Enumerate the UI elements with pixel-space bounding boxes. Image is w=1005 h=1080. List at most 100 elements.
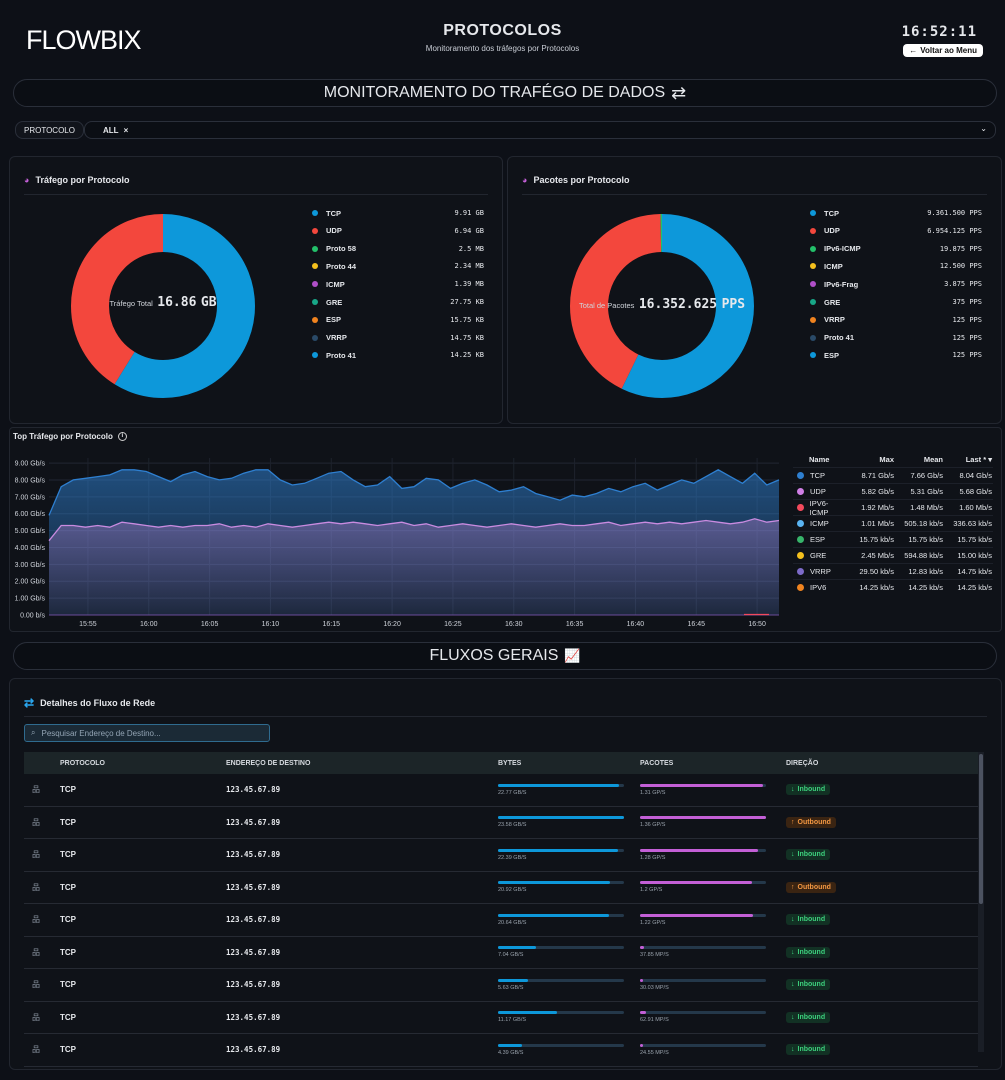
legend-table-row[interactable]: TCP 8.71 Gb/s 7.66 Gb/s 8.04 Gb/s xyxy=(793,467,993,483)
header-bytes[interactable]: BYTES xyxy=(498,759,522,767)
protocol-filter-label: PROTOCOLO xyxy=(15,121,84,139)
legend-name: ESP xyxy=(326,315,342,325)
legend-color-dot xyxy=(312,263,318,270)
donut-slice-udp[interactable] xyxy=(570,214,754,398)
col-name-header[interactable]: Name xyxy=(809,455,830,464)
bytes-rate-label: 4.39 GB/S xyxy=(498,1049,524,1056)
header-destination[interactable]: ENDEREÇO DE DESTINO xyxy=(226,759,311,767)
legend-table-row[interactable]: ESP 15.75 kb/s 15.75 kb/s 15.75 kb/s xyxy=(793,531,993,547)
series-max-cell: 1.01 Mb/s xyxy=(861,519,894,528)
legend-table-row[interactable]: IPV6 14.25 kb/s 14.25 kb/s 14.25 kb/s xyxy=(793,579,993,595)
x-tick-label: 16:35 xyxy=(566,621,584,628)
protocol-filter-select[interactable]: ALL × ⌄ xyxy=(84,121,996,139)
series-mean-cell: 14.25 kb/s xyxy=(908,583,943,592)
table-row[interactable]: 品 TCP 123.45.67.89 22.77 GB/S 1.31 GP/S ↓ Inbo… xyxy=(24,774,978,807)
network-icon: 品 xyxy=(32,980,40,990)
legend-item[interactable]: GRE 27.75 KB xyxy=(312,296,484,308)
legend-item[interactable]: UDP 6.94 GB xyxy=(312,225,484,237)
search-placeholder: Pesquisar Endereço de Destino... xyxy=(41,728,161,738)
table-row[interactable]: 品 TCP 123.45.67.89 4.39 GB/S 24.55 MP/S ↓ Inbo… xyxy=(24,1034,978,1067)
series-color-dot xyxy=(797,584,804,591)
series-name: TCP xyxy=(810,471,825,480)
bytes-progress-fill xyxy=(498,1043,522,1047)
monitor-section-title: MONITORAMENTO DO TRAFÉGO DE DADOS xyxy=(323,84,666,101)
scrollbar-thumb[interactable] xyxy=(979,754,983,904)
series-last-cell: 8.04 Gb/s xyxy=(959,471,992,480)
legend-item[interactable]: IPv6-Frag 3.875 PPS xyxy=(810,278,982,290)
series-line-tcp[interactable] xyxy=(48,469,780,516)
back-to-menu-button[interactable]: ← Voltar ao Menu xyxy=(903,44,983,57)
page-subtitle: Monitoramento dos tráfegos por Protocolo… xyxy=(425,44,580,53)
network-icon: 品 xyxy=(32,1012,40,1022)
series-name-cell: IPV6 xyxy=(793,583,845,592)
legend-name: VRRP xyxy=(326,333,347,343)
network-icon: 品 xyxy=(32,1045,40,1055)
legend-item[interactable]: TCP 9.361.500 PPS xyxy=(810,207,982,219)
legend-item[interactable]: VRRP 14.75 KB xyxy=(312,332,484,344)
packets-progress-bar xyxy=(640,1043,766,1047)
legend-table-row[interactable]: GRE 2.45 Mb/s 594.88 kb/s 15.00 kb/s xyxy=(793,547,993,563)
legend-item[interactable]: TCP 9.91 GB xyxy=(312,207,484,219)
outbound-badge: ↑ Outbound xyxy=(786,881,836,893)
table-row[interactable]: 品 TCP 123.45.67.89 22.39 GB/S 1.28 GP/S ↓ Inbo… xyxy=(24,839,978,872)
header-direction[interactable]: DIREÇÃO xyxy=(786,759,819,767)
bytes-progress-fill xyxy=(498,848,618,852)
series-name-cell: TCP xyxy=(793,471,845,480)
flows-section-title: FLUXOS GERAIS xyxy=(429,647,559,664)
legend-table-row[interactable]: IPV6-ICMP 1.92 Mb/s 1.48 Mb/s 1.60 Mb/s xyxy=(793,499,993,517)
series-mean-cell: 5.31 Gb/s xyxy=(910,487,943,496)
destination-search-input[interactable]: ⌕ Pesquisar Endereço de Destino... xyxy=(24,724,270,742)
bytes-cell: 23.58 GB/S xyxy=(498,816,640,828)
col-last-header[interactable]: Last * ▾ xyxy=(943,455,992,464)
donut-slice-udp[interactable] xyxy=(71,214,255,398)
legend-item[interactable]: IPv6-ICMP 19.875 PPS xyxy=(810,243,982,255)
legend-item[interactable]: ESP 15.75 KB xyxy=(312,314,484,326)
legend-table-row[interactable]: VRRP 29.50 kb/s 12.83 kb/s 14.75 kb/s xyxy=(793,563,993,579)
y-tick-label: 1.00 Gb/s xyxy=(15,596,46,603)
bytes-progress-bar xyxy=(498,816,624,820)
chip-remove-icon[interactable]: × xyxy=(123,125,129,135)
info-icon[interactable]: i xyxy=(117,432,127,441)
arrow-down-icon: ↓ xyxy=(791,981,795,989)
chevron-down-icon[interactable]: ⌄ xyxy=(980,124,987,133)
flows-table: PROTOCOLO ENDEREÇO DE DESTINO BYTES PACO… xyxy=(24,752,978,1067)
legend-item[interactable]: Proto 44 2.34 MB xyxy=(312,260,484,272)
header-protocol[interactable]: PROTOCOLO xyxy=(60,759,105,767)
table-row[interactable]: 品 TCP 123.45.67.89 11.17 GB/S 62.91 MP/S ↓ Inb… xyxy=(24,1002,978,1034)
series-name: ICMP xyxy=(810,519,829,528)
packets-progress-fill xyxy=(640,978,643,982)
legend-table-row[interactable]: UDP 5.82 Gb/s 5.31 Gb/s 5.68 Gb/s xyxy=(793,483,993,499)
donut-slice-ipv6-icmp[interactable] xyxy=(570,214,754,398)
legend-value: 14.75 KB xyxy=(450,333,484,342)
series-name: UDP xyxy=(810,487,826,496)
bytes-progress-fill xyxy=(498,913,609,917)
bytes-progress-fill xyxy=(498,1011,558,1015)
arrow-left-icon: ← xyxy=(909,46,918,55)
col-mean-header[interactable]: Mean xyxy=(923,455,943,464)
legend-item[interactable]: Proto 41 14.25 KB xyxy=(312,349,484,361)
arrow-down-icon: ↓ xyxy=(791,1046,795,1054)
legend-table-row[interactable]: ICMP 1.01 Mb/s 505.18 kb/s 336.63 kb/s xyxy=(793,515,993,531)
packets-progress-bar xyxy=(640,1011,766,1015)
series-line-udp[interactable] xyxy=(48,518,780,542)
legend-item[interactable]: UDP 6.954.125 PPS xyxy=(810,225,982,237)
legend-item[interactable]: ICMP 12.500 PPS xyxy=(810,260,982,272)
table-scrollbar[interactable] xyxy=(978,752,984,1052)
table-row[interactable]: 品 TCP 123.45.67.89 7.04 GB/S 37.85 MP/S ↓ Inbo… xyxy=(24,937,978,969)
legend-item[interactable]: Proto 41 125 PPS xyxy=(810,332,982,344)
legend-item[interactable]: ESP 125 PPS xyxy=(810,349,982,361)
series-max-cell: 5.82 Gb/s xyxy=(861,487,894,496)
legend-item[interactable]: Proto 58 2.5 MB xyxy=(312,243,484,255)
table-row[interactable]: 品 TCP 123.45.67.89 5.63 GB/S 30.03 MP/S ↓ Inbo… xyxy=(24,969,978,1002)
legend-item[interactable]: GRE 375 PPS xyxy=(810,296,982,308)
table-row[interactable]: 品 TCP 123.45.67.89 23.58 GB/S 1.36 GP/S ↑ Outb… xyxy=(24,807,978,839)
legend-item[interactable]: VRRP 125 PPS xyxy=(810,314,982,326)
filter-chip-all[interactable]: ALL × xyxy=(103,126,128,135)
header-packets[interactable]: PACOTES xyxy=(640,759,674,767)
table-row[interactable]: 品 TCP 123.45.67.89 20.92 GB/S 1.2 GP/S ↑ Outbo… xyxy=(24,872,978,904)
table-row[interactable]: 品 TCP 123.45.67.89 20.64 GB/S 1.22 GP/S ↓ Inbo… xyxy=(24,904,978,937)
col-max-header[interactable]: Max xyxy=(879,455,894,464)
series-color-dot xyxy=(797,568,804,575)
legend-item[interactable]: ICMP 1.39 MB xyxy=(312,278,484,290)
bytes-rate-label: 5.63 GB/S xyxy=(498,984,524,991)
